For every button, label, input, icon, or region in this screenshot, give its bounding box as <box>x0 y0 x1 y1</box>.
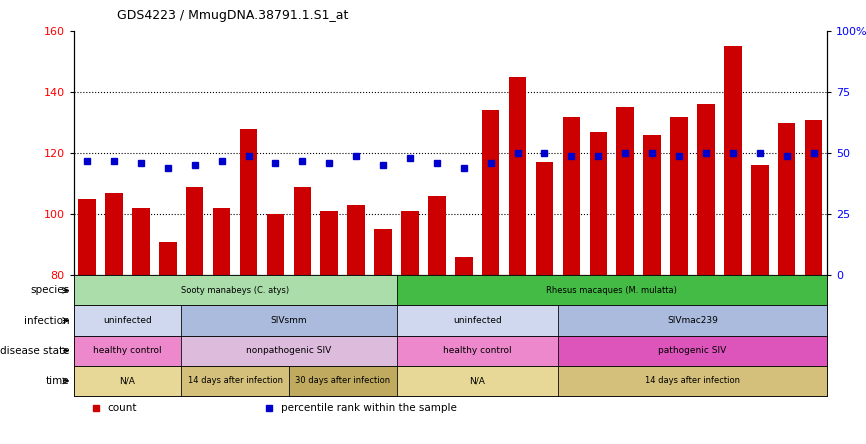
Text: N/A: N/A <box>469 377 485 385</box>
Text: SIVsmm: SIVsmm <box>270 316 307 325</box>
Bar <box>181 305 397 336</box>
Bar <box>482 111 500 275</box>
Bar <box>617 107 634 275</box>
Bar <box>536 163 553 275</box>
Bar <box>213 208 230 275</box>
Bar <box>181 366 289 396</box>
Bar <box>397 336 558 366</box>
Bar <box>181 336 397 366</box>
Bar <box>159 242 177 275</box>
Bar <box>186 187 204 275</box>
Bar <box>240 129 257 275</box>
Bar <box>74 366 181 396</box>
Text: 30 days after infection: 30 days after infection <box>295 377 391 385</box>
Bar <box>320 211 338 275</box>
Text: 14 days after infection: 14 days after infection <box>645 377 740 385</box>
Bar <box>397 305 558 336</box>
Text: uninfected: uninfected <box>453 316 501 325</box>
Text: species: species <box>30 285 69 295</box>
Bar <box>428 196 446 275</box>
Bar <box>78 199 96 275</box>
Bar <box>805 119 823 275</box>
Text: infection: infection <box>23 316 69 325</box>
Text: time: time <box>46 376 69 386</box>
Text: nonpathogenic SIV: nonpathogenic SIV <box>246 346 332 355</box>
Bar <box>778 123 795 275</box>
Bar <box>74 275 397 305</box>
Bar <box>558 366 827 396</box>
Bar <box>558 336 827 366</box>
Text: N/A: N/A <box>120 377 135 385</box>
Bar <box>267 214 284 275</box>
Bar <box>294 187 311 275</box>
Bar <box>751 165 768 275</box>
Bar <box>670 117 688 275</box>
Text: uninfected: uninfected <box>103 316 152 325</box>
Bar <box>347 205 365 275</box>
Bar <box>558 305 827 336</box>
Text: GDS4223 / MmugDNA.38791.1.S1_at: GDS4223 / MmugDNA.38791.1.S1_at <box>117 9 348 22</box>
Bar <box>643 135 661 275</box>
Bar <box>289 366 397 396</box>
Bar <box>74 305 181 336</box>
Bar <box>106 193 123 275</box>
Text: 14 days after infection: 14 days after infection <box>188 377 282 385</box>
Bar <box>563 117 580 275</box>
Bar <box>455 257 473 275</box>
Bar <box>374 230 391 275</box>
Bar <box>724 46 741 275</box>
Text: SIVmac239: SIVmac239 <box>667 316 718 325</box>
Text: healthy control: healthy control <box>94 346 162 355</box>
Bar <box>397 366 558 396</box>
Text: Sooty manabeys (C. atys): Sooty manabeys (C. atys) <box>181 286 289 295</box>
Bar <box>397 275 827 305</box>
Text: percentile rank within the sample: percentile rank within the sample <box>281 403 456 413</box>
Bar <box>509 77 527 275</box>
Text: Rhesus macaques (M. mulatta): Rhesus macaques (M. mulatta) <box>546 286 677 295</box>
Bar <box>132 208 150 275</box>
Bar <box>74 336 181 366</box>
Bar <box>590 132 607 275</box>
Text: healthy control: healthy control <box>443 346 512 355</box>
Bar <box>401 211 418 275</box>
Text: pathogenic SIV: pathogenic SIV <box>658 346 727 355</box>
Bar <box>697 104 714 275</box>
Text: count: count <box>107 403 137 413</box>
Text: disease state: disease state <box>0 346 69 356</box>
